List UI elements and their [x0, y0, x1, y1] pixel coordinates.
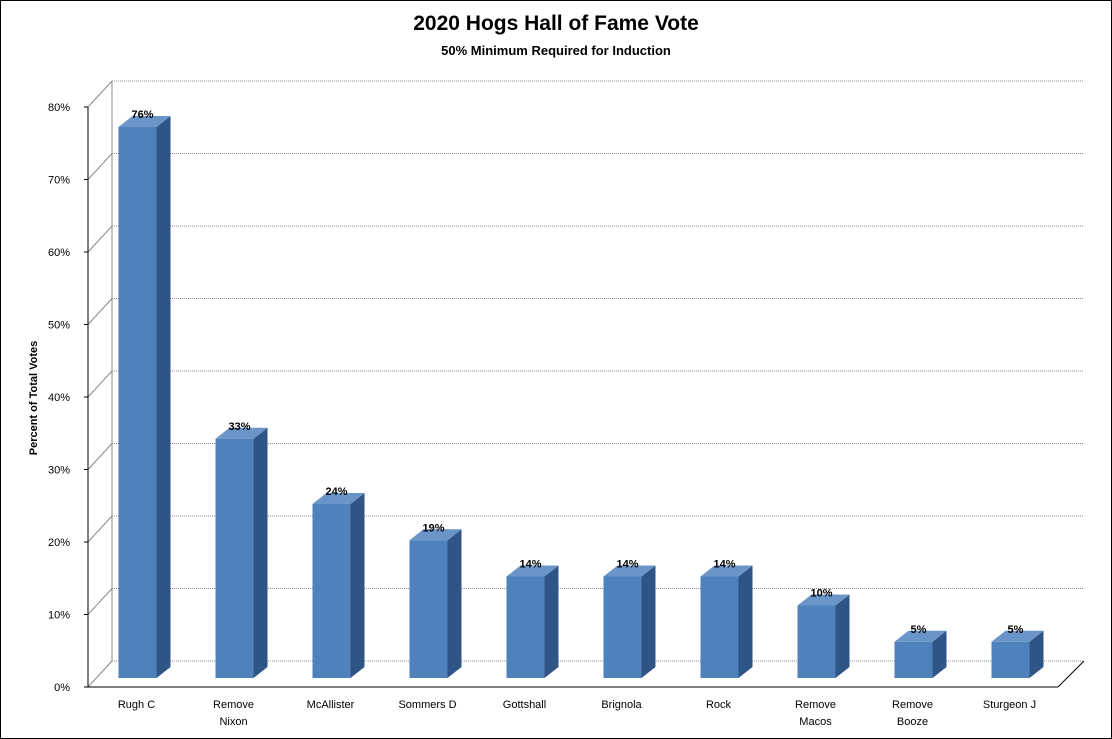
chart-subtitle: 50% Minimum Required for Induction — [441, 43, 671, 58]
data-label: 10% — [810, 588, 832, 600]
bar — [894, 641, 933, 678]
y-tick-label: 0% — [54, 682, 70, 694]
bar — [409, 540, 448, 678]
bar-side — [835, 594, 850, 678]
y-tick-label: 20% — [48, 537, 70, 549]
bar-top — [991, 630, 1044, 642]
data-label: 76% — [131, 109, 153, 121]
bar — [215, 438, 254, 678]
y-tick-label: 50% — [48, 320, 70, 332]
bar-side — [253, 427, 268, 678]
bar-side — [447, 529, 462, 678]
x-tick-label: McAllister — [307, 699, 355, 711]
bar-top — [700, 565, 753, 577]
bar-top — [894, 630, 947, 642]
bar-top — [215, 427, 268, 439]
data-label: 14% — [713, 559, 735, 571]
x-tick-label: Rugh C — [118, 699, 155, 711]
data-label: 33% — [228, 421, 250, 433]
x-tick-label: Remove — [892, 699, 933, 711]
data-label: 14% — [519, 559, 541, 571]
data-label: 24% — [325, 486, 347, 498]
gridline-side — [87, 225, 113, 253]
bar-side — [544, 565, 559, 678]
bar-top — [603, 565, 656, 577]
bar-top — [506, 565, 559, 577]
data-label: 5% — [1008, 624, 1024, 636]
bar — [797, 605, 836, 678]
data-label: 19% — [422, 522, 444, 534]
x-tick-label: Brignola — [601, 699, 642, 711]
y-tick-label: 10% — [48, 610, 70, 622]
x-tick-label: Booze — [897, 716, 928, 728]
floor-edge — [1057, 660, 1085, 688]
bar — [991, 641, 1030, 678]
x-tick-label: Gottshall — [503, 699, 546, 711]
x-tick-label: Remove — [795, 699, 836, 711]
chart-title: 2020 Hogs Hall of Fame Vote — [413, 12, 699, 35]
x-tick-label: Nixon — [219, 716, 247, 728]
gridline-side — [87, 443, 113, 470]
x-tick-label: Sommers D — [398, 699, 456, 711]
x-tick-label: Sturgeon J — [983, 699, 1036, 711]
y-tick-label: 70% — [48, 175, 70, 187]
bar-top — [118, 116, 171, 127]
gridline-side — [87, 298, 113, 325]
bar-side — [738, 565, 753, 678]
bar-side — [156, 116, 171, 678]
gridline-side — [87, 153, 113, 180]
x-tick-label: Macos — [799, 716, 832, 728]
gridline-side — [87, 80, 113, 108]
y-tick-label: 80% — [48, 102, 70, 114]
gridline-side — [87, 515, 113, 543]
bar — [603, 576, 642, 678]
bar — [506, 576, 545, 678]
y-tick-label: 40% — [48, 392, 70, 404]
gridline-side — [87, 660, 113, 688]
bar-top — [312, 493, 365, 504]
gridline-side — [87, 588, 113, 615]
data-label: 5% — [911, 624, 927, 636]
bar-side — [932, 630, 947, 678]
bar-top — [409, 529, 462, 541]
bar — [700, 576, 739, 678]
x-tick-label: Remove — [213, 699, 254, 711]
data-label: 14% — [616, 559, 638, 571]
bar-side — [641, 565, 656, 678]
gridline-side — [87, 370, 113, 398]
bar — [312, 504, 351, 678]
bar-side — [1029, 630, 1044, 678]
bar-side — [350, 493, 365, 678]
x-tick-label: Rock — [706, 699, 732, 711]
bar — [118, 127, 157, 678]
y-tick-label: 30% — [48, 465, 70, 477]
y-tick-label: 60% — [48, 247, 70, 259]
bar-top — [797, 594, 850, 606]
